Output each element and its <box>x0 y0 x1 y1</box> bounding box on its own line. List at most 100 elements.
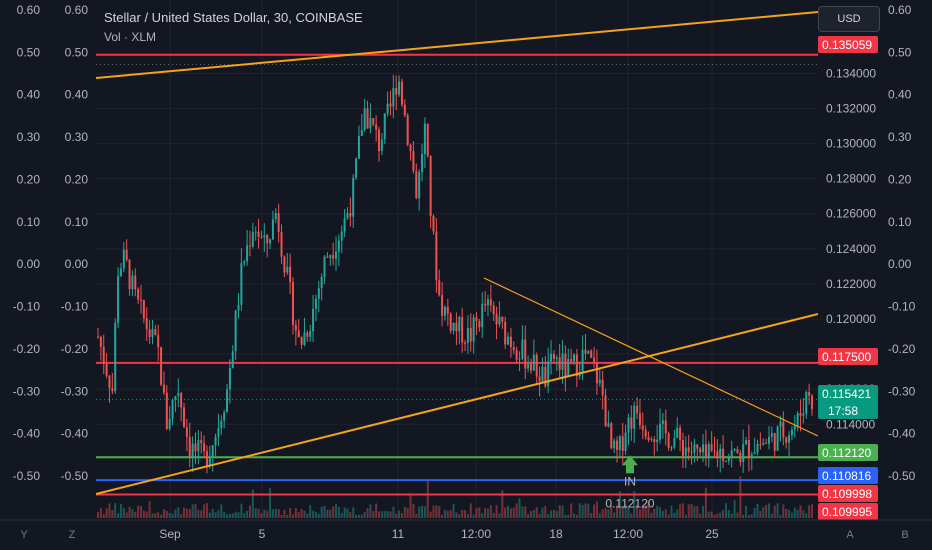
volume-bar <box>291 514 294 518</box>
price-axis[interactable]: 0.134000 0.132000 0.130000 0.128000 0.126000… <box>818 0 884 520</box>
candle-body <box>458 316 461 332</box>
volume-bar <box>636 505 639 518</box>
candle-body <box>369 118 372 129</box>
volume-bar <box>750 514 753 518</box>
candle-body <box>664 420 667 434</box>
time-tick: 25 <box>705 527 719 541</box>
time-axis[interactable]: Sep 5 11 12:00 18 12:00 25 <box>0 519 932 541</box>
volume-bar <box>337 506 340 518</box>
price-tag: 0.109998 <box>818 485 878 502</box>
candle-body <box>561 353 564 370</box>
volume-bar <box>340 512 343 518</box>
candle-body <box>294 324 297 331</box>
volume-bar <box>558 505 561 518</box>
right-outer-tick: -0.40 <box>888 427 916 441</box>
currency-button[interactable]: USD <box>818 6 880 32</box>
candle-body <box>753 452 756 455</box>
volume-bar <box>386 510 389 518</box>
volume-bar <box>435 505 438 518</box>
volume-bar <box>323 505 326 518</box>
candle-body <box>200 440 203 444</box>
candle-body <box>122 249 125 269</box>
volume-bar <box>779 514 782 518</box>
candle-body <box>346 213 349 219</box>
left-inner-tick: 0.30 <box>65 130 89 144</box>
right-outer-tick: 0.00 <box>888 257 912 271</box>
volume-bar <box>406 507 409 518</box>
volume-bar <box>171 513 174 518</box>
candle-body <box>607 423 610 427</box>
volume-bar <box>687 504 690 518</box>
volume-bar <box>659 507 662 518</box>
candle-body <box>372 118 375 125</box>
volume-bar <box>400 512 403 518</box>
candle-body <box>180 393 183 408</box>
volume-bar <box>243 513 246 518</box>
candle-body <box>707 444 710 458</box>
candle-body <box>140 299 143 301</box>
volume-bar <box>647 500 650 518</box>
volume-bar <box>352 507 355 518</box>
volume-bar <box>575 514 578 518</box>
candle-body <box>352 177 355 217</box>
candle-body <box>395 87 398 95</box>
volume-bar <box>303 510 306 518</box>
rising-trendline <box>95 313 819 495</box>
volume-bar <box>478 507 481 518</box>
candle-body <box>211 445 214 457</box>
left-outer-tick: 0.60 <box>17 3 41 17</box>
candle-body <box>518 358 521 360</box>
volume-bar <box>188 509 191 518</box>
candle-body <box>329 255 332 258</box>
right-outer-tick: 0.10 <box>888 215 912 229</box>
candle-body <box>392 87 395 107</box>
volume-bar <box>131 509 134 518</box>
candle-body <box>125 249 128 260</box>
volume-bar <box>492 512 495 518</box>
volume-bar <box>704 487 707 518</box>
volume-bar <box>676 509 679 518</box>
volume-bar <box>670 505 673 518</box>
gridlines <box>96 0 818 520</box>
price-tick: 0.126000 <box>826 207 876 221</box>
candle-body <box>486 299 489 306</box>
candle-body <box>570 359 573 362</box>
candle-body <box>630 417 633 429</box>
chart-title: Stellar / United States Dollar, 30, COIN… <box>104 10 363 25</box>
candle-body <box>366 108 369 129</box>
volume-bar <box>532 509 535 518</box>
candle-body <box>246 245 249 262</box>
candle-body <box>128 259 131 290</box>
candle-body <box>119 268 122 276</box>
volume-bar <box>423 506 426 518</box>
candle-body <box>573 354 575 362</box>
time-tick: 5 <box>259 527 266 541</box>
volume-bar <box>119 503 122 518</box>
volume-bar <box>174 509 177 518</box>
left-outer-tick: -0.50 <box>13 469 41 483</box>
candle-body <box>647 436 650 440</box>
volume-bar <box>389 511 392 518</box>
candle-body <box>380 139 383 152</box>
volume-bar <box>246 510 249 518</box>
volume-bar <box>395 513 398 518</box>
candle-body <box>154 329 157 336</box>
volume-bar <box>398 510 401 518</box>
candle-body <box>426 123 429 157</box>
volume-bar <box>724 503 727 518</box>
volume-bar <box>114 503 117 518</box>
volume-bar <box>661 511 664 518</box>
volume-indicator-label[interactable]: Vol · XLM <box>104 30 157 44</box>
volume-bar <box>529 511 532 518</box>
volume-bar <box>472 514 475 518</box>
volume-bar <box>228 513 231 518</box>
volume-bar <box>312 510 315 518</box>
candle-body <box>509 336 512 348</box>
candle-body <box>145 318 148 330</box>
trendlines <box>95 11 819 495</box>
candle-body <box>710 444 713 451</box>
volume-bar <box>590 512 593 518</box>
candle-body <box>418 172 421 199</box>
